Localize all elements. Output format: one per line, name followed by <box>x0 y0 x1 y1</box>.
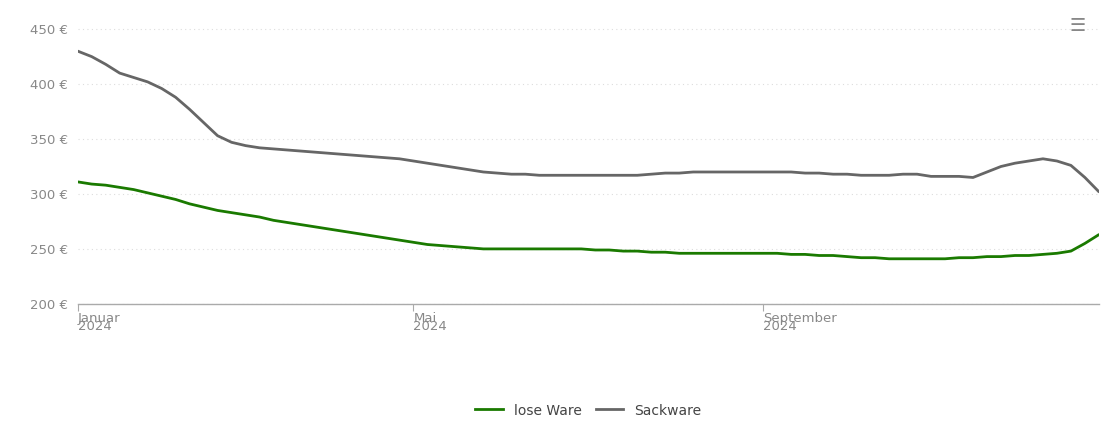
Text: September: September <box>764 311 837 325</box>
Text: 2024: 2024 <box>78 320 111 333</box>
Text: Mai: Mai <box>413 311 436 325</box>
Text: 2024: 2024 <box>764 320 797 333</box>
Legend: lose Ware, Sackware: lose Ware, Sackware <box>470 398 707 422</box>
Text: 2024: 2024 <box>413 320 447 333</box>
Text: Januar: Januar <box>78 311 120 325</box>
Text: ☰: ☰ <box>1069 17 1086 35</box>
